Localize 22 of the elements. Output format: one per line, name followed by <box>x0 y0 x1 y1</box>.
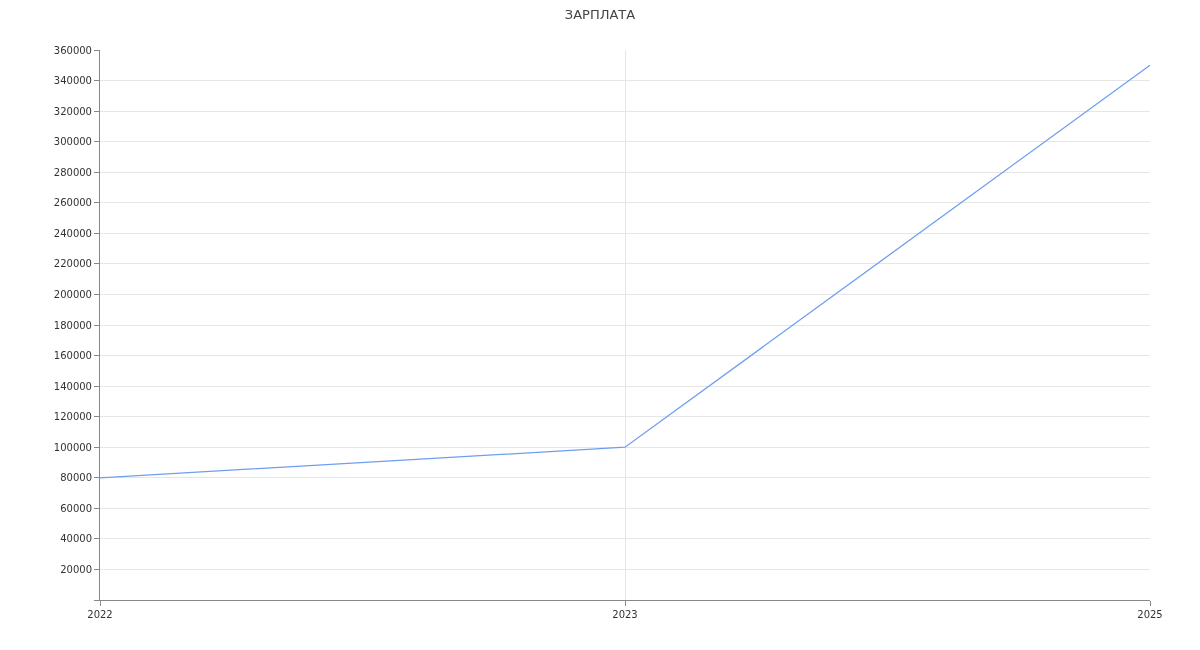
y-tick-label: 140000 <box>53 380 92 392</box>
y-tick-label: 80000 <box>60 472 92 484</box>
x-tick-label: 2022 <box>87 609 113 620</box>
y-tick-label: 100000 <box>53 441 92 453</box>
y-tick-label: 220000 <box>53 258 92 270</box>
y-tick-label: 200000 <box>53 288 92 300</box>
y-tick-label: 60000 <box>60 502 92 514</box>
y-tick-label: 340000 <box>53 75 92 87</box>
y-tick-label: 40000 <box>60 533 92 545</box>
y-tick-label: 120000 <box>53 411 92 423</box>
y-tick-label: 260000 <box>53 197 92 209</box>
chart-title: ЗАРПЛАТА <box>564 6 636 22</box>
y-tick-label: 320000 <box>53 105 92 117</box>
y-tick-label: 180000 <box>53 319 92 331</box>
x-tick-label: 2023 <box>612 609 638 620</box>
y-tick-label: 300000 <box>53 136 92 148</box>
y-tick-label: 280000 <box>53 166 92 178</box>
y-tick-label: 240000 <box>53 227 92 239</box>
y-tick-label: 160000 <box>53 350 92 362</box>
x-tick-label: 2025 <box>1137 609 1163 620</box>
y-tick-label: 360000 <box>53 44 92 56</box>
y-tick-label: 20000 <box>60 563 92 575</box>
